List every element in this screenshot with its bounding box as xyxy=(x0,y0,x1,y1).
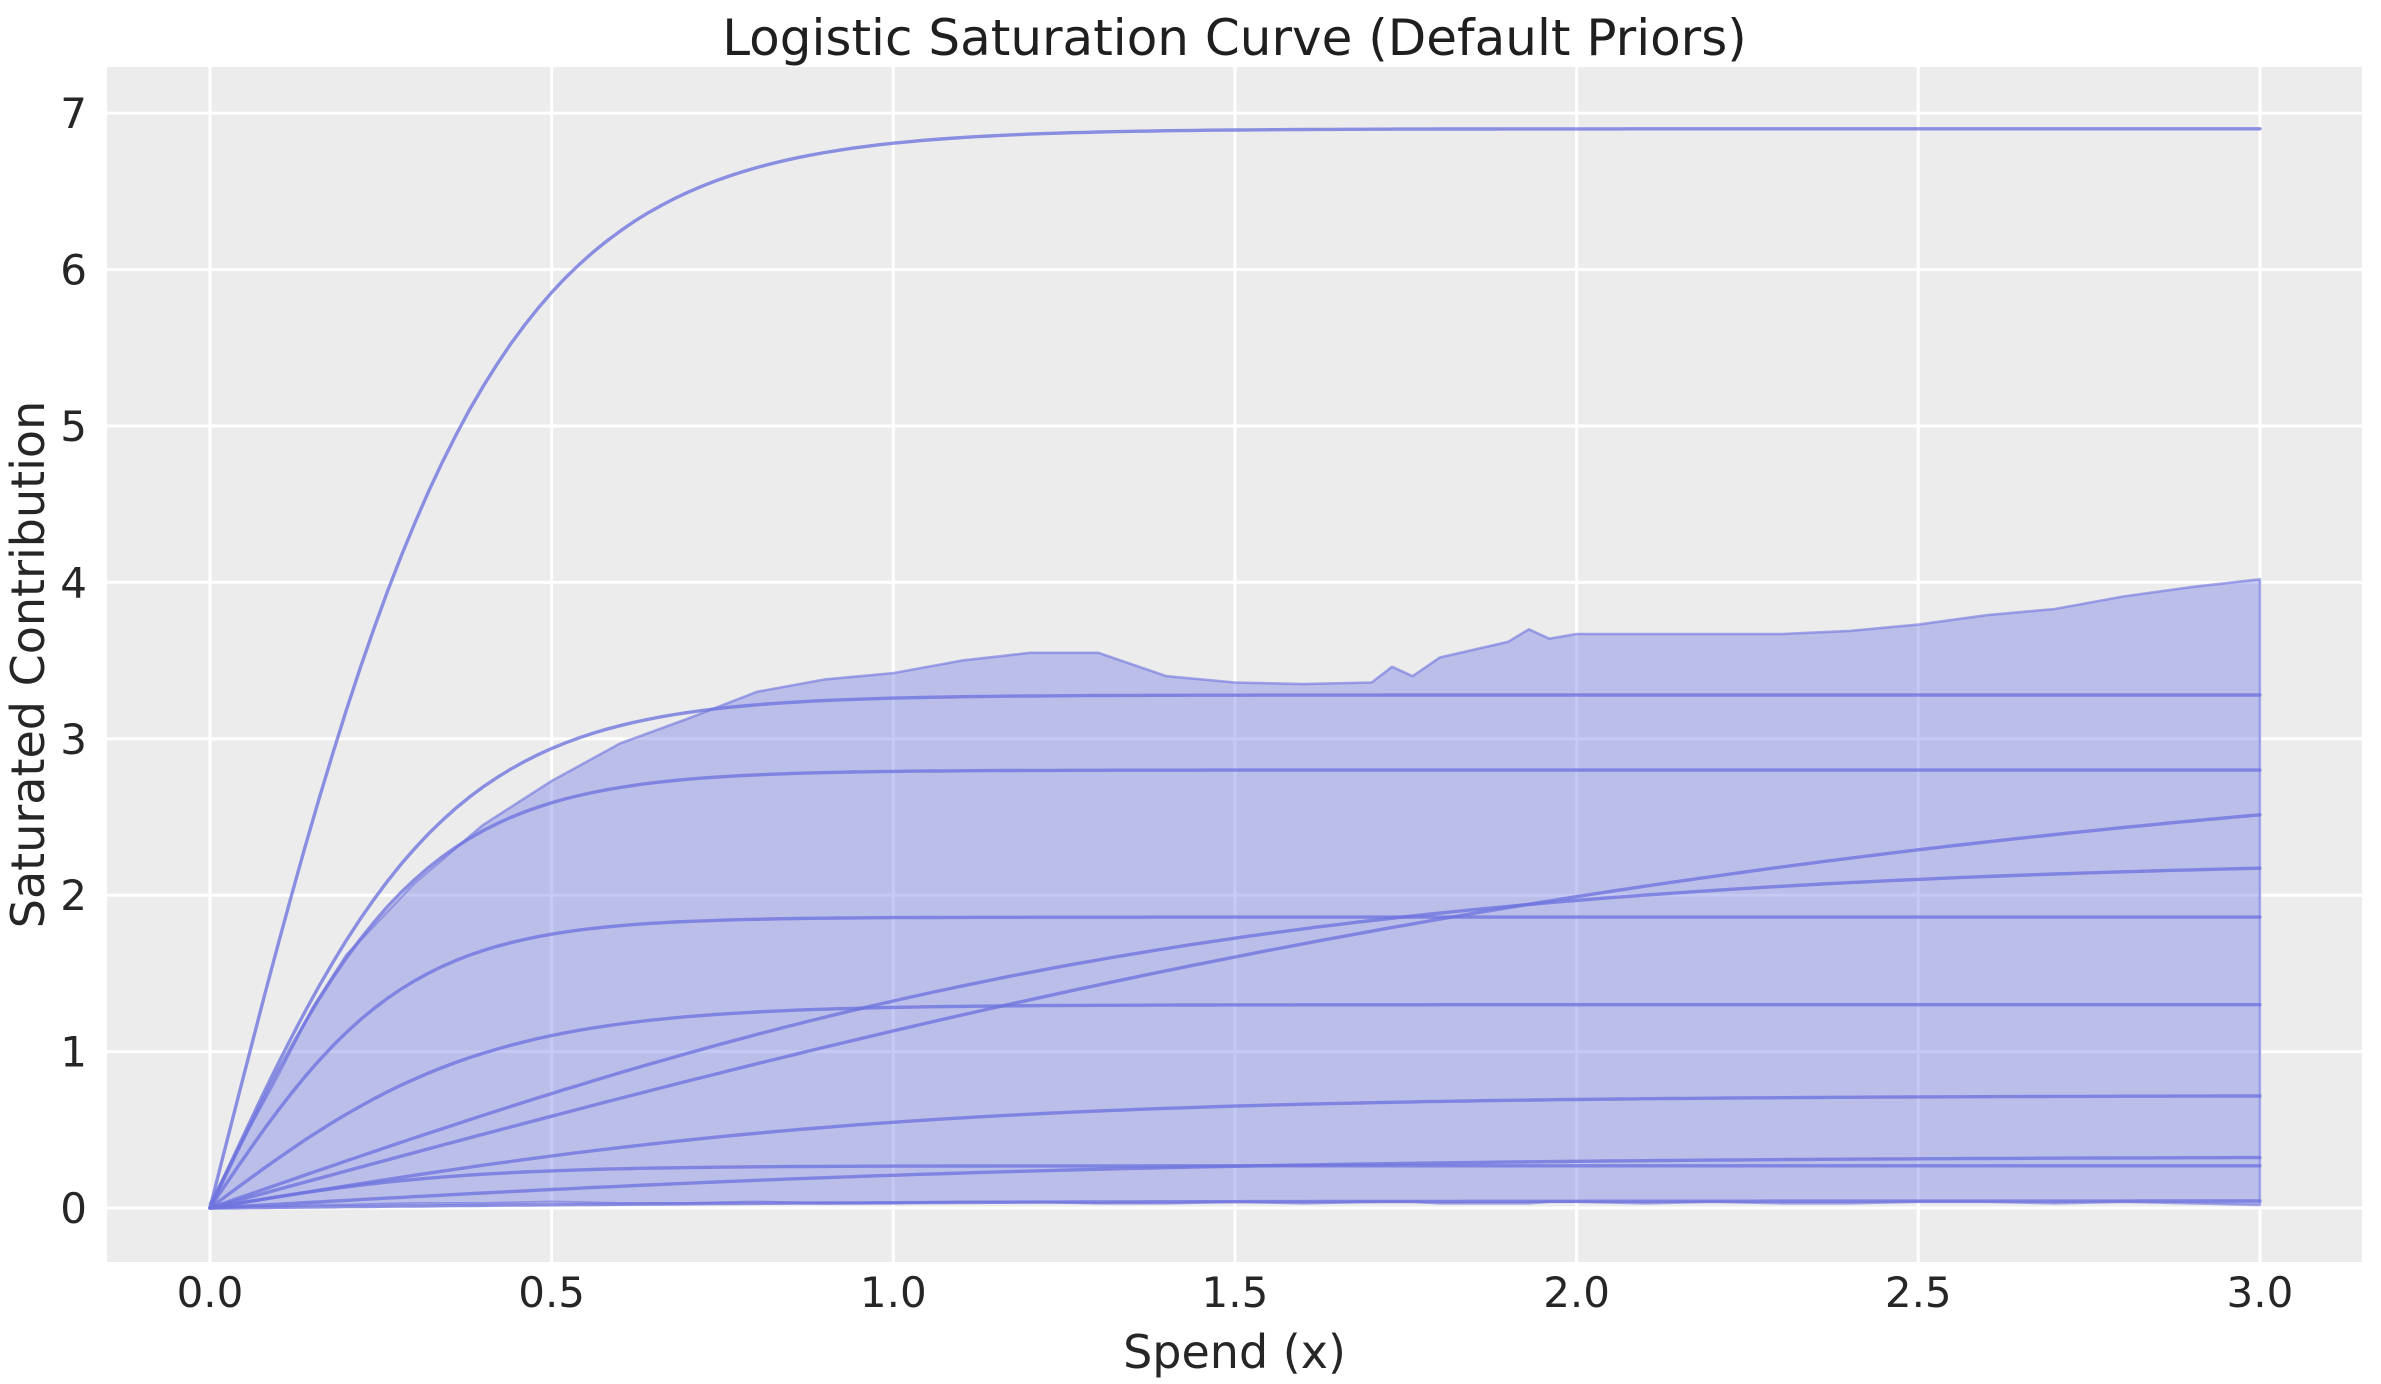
sample-curve xyxy=(208,813,2262,1210)
y-tick-label: 2 xyxy=(60,871,87,920)
y-tick-label: 1 xyxy=(60,1028,87,1077)
sample-curve xyxy=(208,915,2262,1210)
x-tick-label: 1.5 xyxy=(1202,1268,1269,1317)
sample-curve xyxy=(208,866,2262,1210)
y-tick-label: 3 xyxy=(60,715,87,764)
x-tick-label: 1.0 xyxy=(860,1268,927,1317)
x-tick-label: 3.0 xyxy=(2227,1268,2294,1317)
sample-curve xyxy=(208,693,2262,1210)
sample-curve xyxy=(208,1094,2262,1210)
sample-curve xyxy=(208,768,2262,1210)
y-tick-label: 4 xyxy=(60,558,87,607)
y-tick-label: 7 xyxy=(60,89,87,138)
x-tick-label: 2.5 xyxy=(1885,1268,1952,1317)
x-tick-label: 2.0 xyxy=(1543,1268,1610,1317)
x-tick-label: 0.5 xyxy=(518,1268,585,1317)
x-axis-label: Spend (x) xyxy=(1123,1325,1346,1379)
tick-labels: 0.0 0.5 1.0 1.5 2.0 2.5 3.0 0 1 2 3 4 5 6 7 xyxy=(60,89,2293,1317)
sample-curve xyxy=(208,127,2262,1210)
y-tick-label: 5 xyxy=(60,402,87,451)
chart-title: Logistic Saturation Curve (Default Prior… xyxy=(722,9,1747,67)
sample-curves-layer xyxy=(208,127,2262,1210)
y-tick-label: 6 xyxy=(60,246,87,295)
y-axis-label: Saturated Contribution xyxy=(1,401,55,928)
sample-curve xyxy=(208,1003,2262,1210)
sample-curve xyxy=(208,1199,2262,1210)
x-tick-label: 0.0 xyxy=(177,1268,244,1317)
sample-curve xyxy=(208,1164,2262,1210)
y-tick-label: 0 xyxy=(60,1184,87,1233)
